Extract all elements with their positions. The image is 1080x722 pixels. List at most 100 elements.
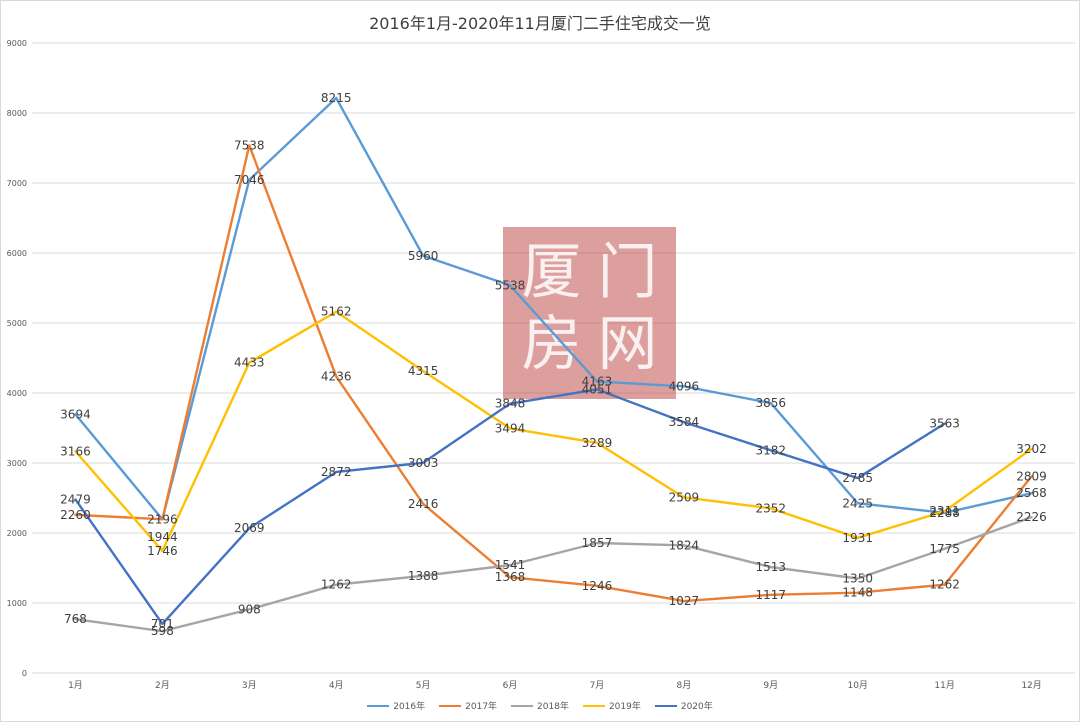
data-label: 2509 bbox=[669, 490, 700, 504]
data-label: 701 bbox=[151, 617, 174, 631]
data-label: 1368 bbox=[495, 570, 526, 584]
watermark-logo: 厦门房网 bbox=[503, 227, 676, 399]
data-label: 1746 bbox=[147, 544, 178, 558]
legend-label: 2019年 bbox=[608, 702, 641, 712]
y-tick-label: 0 bbox=[22, 669, 27, 678]
data-label: 3182 bbox=[756, 443, 787, 457]
legend-item: 2018年 bbox=[511, 699, 569, 712]
data-label: 5538 bbox=[495, 278, 526, 292]
data-label: 5162 bbox=[321, 305, 352, 319]
x-tick-label: 9月 bbox=[763, 680, 778, 691]
data-label: 4096 bbox=[669, 379, 700, 393]
data-label: 598 bbox=[151, 624, 174, 638]
series-line-2019年 bbox=[74, 310, 1033, 552]
data-label: 2425 bbox=[842, 496, 873, 510]
data-label: 8215 bbox=[321, 91, 352, 105]
data-label: 4236 bbox=[321, 369, 352, 383]
data-label: 1931 bbox=[842, 531, 873, 545]
legend-swatch bbox=[367, 704, 390, 707]
data-label: 2479 bbox=[60, 492, 91, 506]
y-tick-label: 8000 bbox=[7, 109, 27, 118]
series-line-2017年 bbox=[74, 144, 1033, 603]
y-tick-label: 6000 bbox=[7, 249, 27, 258]
x-tick-label: 4月 bbox=[329, 680, 344, 691]
x-tick-label: 10月 bbox=[847, 680, 867, 691]
watermark-glyph: 网 bbox=[598, 310, 658, 380]
data-label: 1857 bbox=[582, 536, 613, 550]
data-label: 3166 bbox=[60, 444, 91, 458]
legend-swatch bbox=[654, 704, 677, 707]
data-label: 1027 bbox=[669, 594, 700, 608]
legend-label: 2018年 bbox=[537, 702, 569, 712]
axes: 0 1000 2000 3000 4000 5000 6000 7000 8000 9000 1月 2… bbox=[7, 39, 1042, 691]
data-label: 3694 bbox=[60, 407, 91, 421]
data-label: 3584 bbox=[669, 415, 700, 429]
data-label: 1513 bbox=[756, 560, 787, 574]
data-label: 3848 bbox=[495, 397, 526, 411]
x-tick-label: 5月 bbox=[416, 680, 431, 691]
x-tick-label: 11月 bbox=[934, 680, 954, 691]
data-label: 1541 bbox=[495, 558, 526, 572]
legend: 2016年 2017年 2018年 2019年 2020年 bbox=[0, 699, 1080, 712]
legend-label: 2020年 bbox=[680, 702, 713, 712]
x-tick-label: 1月 bbox=[68, 680, 83, 691]
data-label: 2352 bbox=[756, 501, 787, 515]
data-label: 2785 bbox=[842, 471, 873, 485]
data-label: 2872 bbox=[321, 465, 352, 479]
y-tick-label: 4000 bbox=[7, 389, 27, 398]
chart-title: 2016年1月-2020年11月厦门二手住宅成交一览 bbox=[369, 14, 711, 33]
watermark-glyph: 门 bbox=[598, 237, 658, 307]
data-label: 2260 bbox=[60, 508, 91, 522]
x-tick-label: 3月 bbox=[242, 680, 257, 691]
data-label: 4163 bbox=[582, 375, 613, 389]
data-label: 7046 bbox=[234, 173, 265, 187]
y-tick-label: 7000 bbox=[7, 179, 27, 188]
data-label: 3003 bbox=[408, 456, 439, 470]
legend-item: 2016年 bbox=[367, 699, 425, 712]
y-tick-label: 5000 bbox=[7, 319, 27, 328]
data-label: 1246 bbox=[582, 579, 613, 593]
x-tick-label: 8月 bbox=[677, 680, 692, 691]
x-tick-label: 2月 bbox=[155, 680, 170, 691]
data-label: 2069 bbox=[234, 521, 265, 535]
data-label: 4433 bbox=[234, 356, 265, 370]
data-label: 2809 bbox=[1016, 469, 1047, 483]
x-tick-label: 6月 bbox=[503, 680, 518, 691]
watermark-glyph: 厦 bbox=[521, 237, 581, 307]
series-line-2018年 bbox=[74, 515, 1033, 633]
legend-swatch bbox=[582, 704, 605, 707]
data-label: 4051 bbox=[582, 382, 613, 396]
data-label: 1262 bbox=[929, 578, 960, 592]
y-tick-label: 9000 bbox=[7, 39, 27, 48]
data-label: 3494 bbox=[495, 421, 526, 435]
legend-item: 2020年 bbox=[654, 699, 713, 712]
data-label: 2311 bbox=[929, 504, 960, 518]
data-label: 908 bbox=[238, 602, 261, 616]
y-tick-label: 3000 bbox=[7, 459, 27, 468]
data-label: 2416 bbox=[408, 497, 439, 511]
data-label: 4315 bbox=[408, 364, 439, 378]
data-label: 1350 bbox=[842, 572, 873, 586]
data-label: 3856 bbox=[756, 396, 787, 410]
data-label: 1148 bbox=[842, 586, 873, 600]
legend-label: 2016年 bbox=[393, 702, 426, 712]
data-label: 3563 bbox=[929, 417, 960, 431]
watermark-box bbox=[503, 227, 676, 399]
data-label: 1117 bbox=[756, 588, 787, 602]
data-label: 1824 bbox=[669, 538, 700, 552]
data-label: 3202 bbox=[1016, 442, 1047, 456]
legend-label: 2017年 bbox=[465, 702, 498, 712]
series-line-2016年 bbox=[74, 96, 1033, 521]
series-lines bbox=[74, 96, 1033, 633]
data-label: 768 bbox=[64, 612, 87, 626]
data-label: 1944 bbox=[147, 530, 178, 544]
legend-item: 2019年 bbox=[582, 699, 641, 712]
data-label: 2568 bbox=[1016, 486, 1047, 500]
x-tick-label: 12月 bbox=[1021, 680, 1041, 691]
legend-item: 2017年 bbox=[439, 699, 497, 712]
data-label: 2226 bbox=[1016, 510, 1047, 524]
data-label: 3289 bbox=[582, 436, 613, 450]
watermark-glyph: 房 bbox=[521, 310, 581, 380]
